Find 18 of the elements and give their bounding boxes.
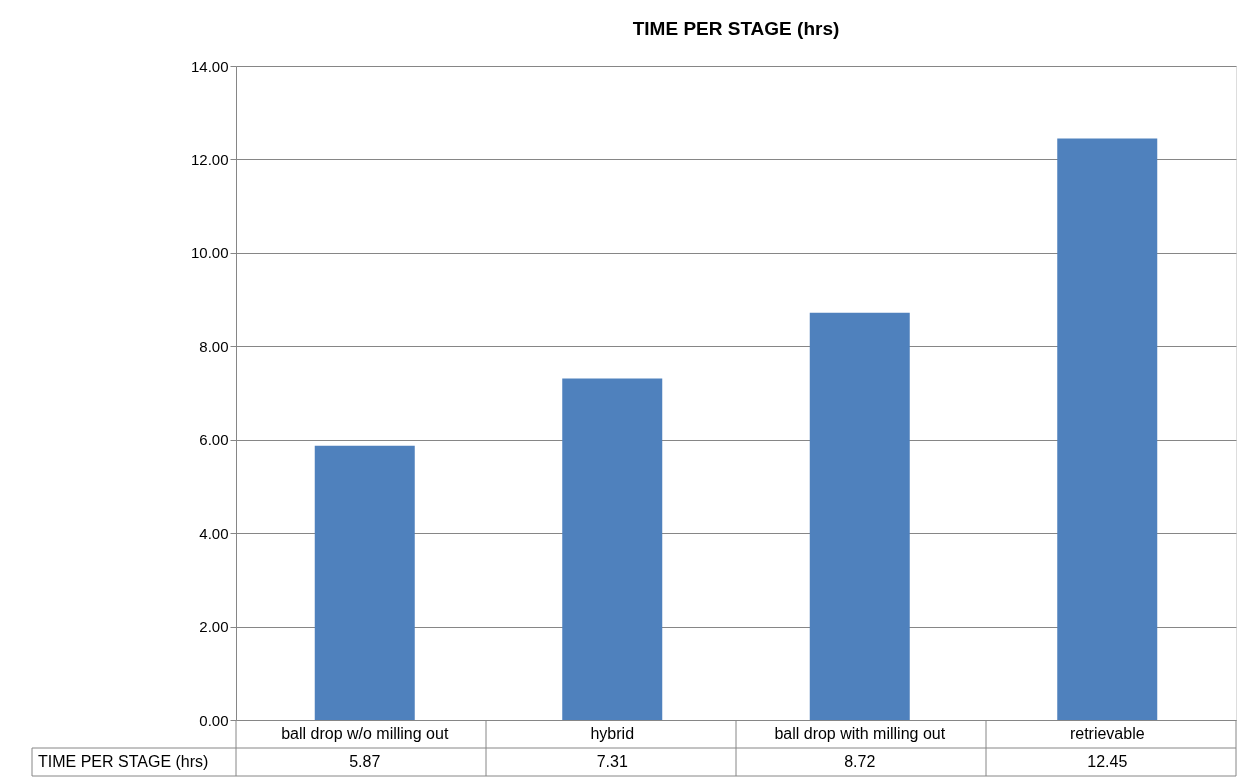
data-label: 8.72 [844,753,876,770]
text: TIME PER STAGE (hrs) [38,753,209,770]
x-tick-label: ball drop w/o milling out [281,725,449,742]
x-tick-label: retrievable [1069,725,1145,742]
x-tick-label: ball drop with milling out [774,725,946,742]
y-tick-label: 0.00 [199,711,229,729]
y-tick-label: 14.00 [190,57,229,75]
x-tick-label: hybrid [590,725,635,742]
y-tick-label: 2.00 [199,618,229,636]
y-tick-label: 12.00 [190,150,229,168]
y-tick-label: 10.00 [190,244,229,262]
data-label: 5.87 [349,753,381,770]
y-tick-label: 8.00 [199,337,229,355]
y-tick-label: 4.00 [199,524,229,542]
data-label: 12.45 [1087,753,1128,770]
data-label: 7.31 [596,753,628,770]
chart-title: TIME PER STAGE (hrs) [632,18,840,39]
y-tick-label: 6.00 [199,431,229,449]
